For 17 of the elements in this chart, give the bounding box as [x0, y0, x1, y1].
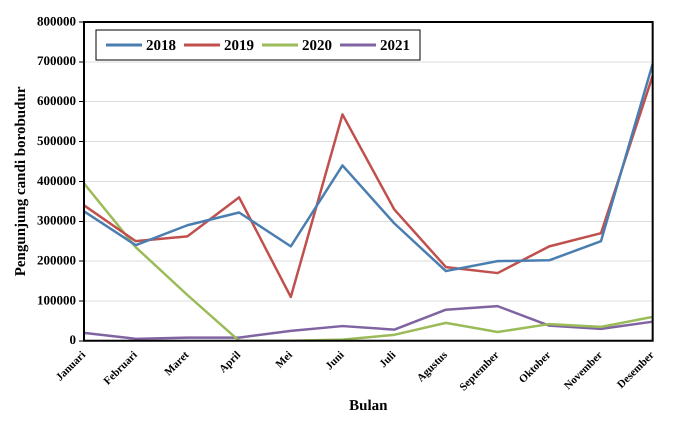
y-tick-label: 0 — [70, 332, 76, 348]
y-tick-label: 600000 — [37, 93, 76, 108]
legend-label: 2020 — [302, 38, 332, 54]
y-tick-label: 300000 — [37, 212, 76, 228]
y-tick-label: 500000 — [37, 132, 76, 148]
x-axis-title: Bulan — [349, 398, 388, 414]
legend-label: 2018 — [146, 38, 176, 54]
y-tick-label: 100000 — [37, 292, 76, 308]
x-tick-label: Mei — [273, 349, 295, 371]
x-tick-label: Juli — [377, 349, 398, 370]
y-tick-label: 400000 — [37, 172, 76, 188]
y-tick-label: 700000 — [37, 53, 76, 68]
y-tick-label: 800000 — [37, 13, 76, 28]
y-tick-label: 200000 — [37, 252, 76, 268]
y-axis-title: Pengunjung candi borobudur — [12, 86, 29, 276]
legend-label: 2019 — [224, 38, 254, 54]
legend-label: 2021 — [380, 38, 410, 54]
